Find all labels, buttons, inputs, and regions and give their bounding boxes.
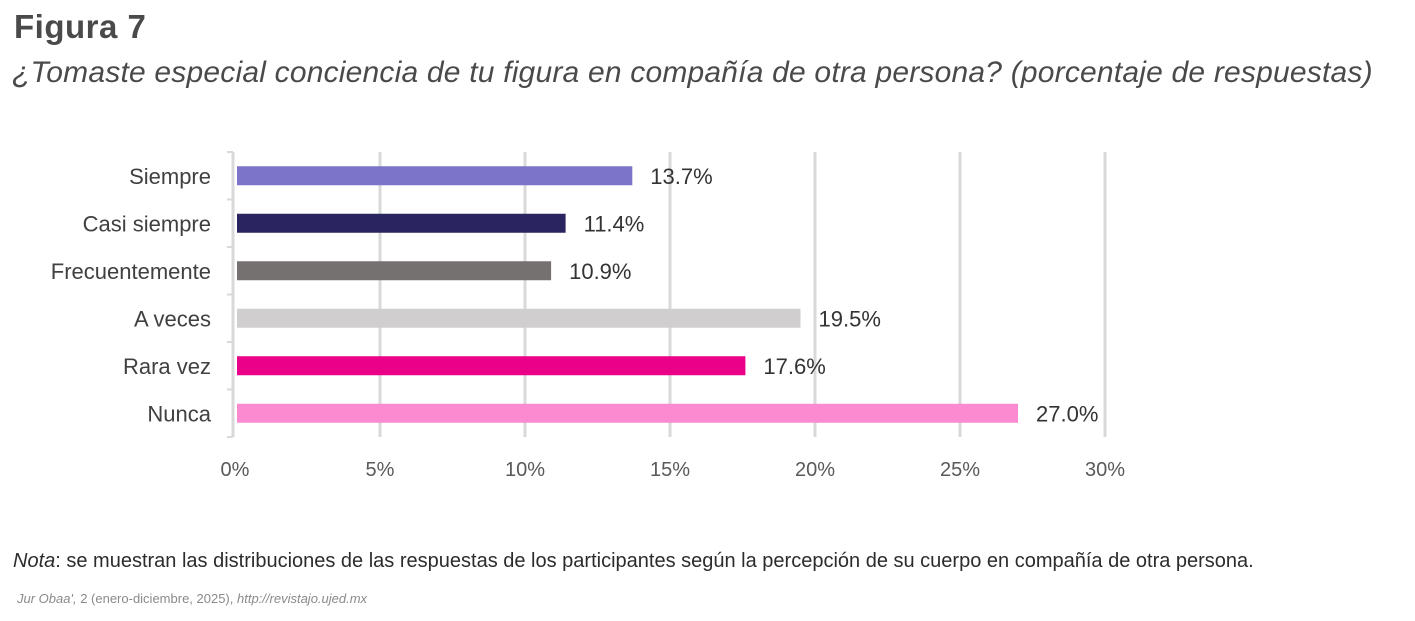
figure-title: ¿Tomaste especial conciencia de tu figur… xyxy=(12,56,1373,89)
x-tick-labels: 0% 5% 10% 15% 20% 25% 30% xyxy=(221,459,1126,481)
category-labels: Siempre Casi siempre Frecuentemente A veces… xyxy=(51,164,212,427)
note-prefix: Nota xyxy=(13,550,56,572)
source-citation: Jur Obaa', 2 (enero-diciembre, 2025), ht… xyxy=(17,591,367,606)
value-label: 17.6% xyxy=(763,354,825,379)
source-journal: Jur Obaa', xyxy=(17,591,77,606)
figure-label: Figura 7 xyxy=(14,8,147,45)
category-label: Casi siempre xyxy=(83,211,211,236)
bars xyxy=(237,166,1018,423)
value-label: 10.9% xyxy=(569,259,631,284)
bar xyxy=(237,356,746,376)
source-url: http://revistajo.ujed.mx xyxy=(237,591,368,606)
bar-chart: Siempre Casi siempre Frecuentemente A veces… xyxy=(51,151,1126,481)
source-issue: 2 (enero-diciembre, 2025), xyxy=(76,591,237,606)
category-label: Rara vez xyxy=(123,354,211,379)
x-tick-label: 10% xyxy=(505,459,545,481)
x-tick-label: 25% xyxy=(940,459,980,481)
category-label: Nunca xyxy=(147,401,211,426)
x-tick-label: 0% xyxy=(221,459,250,481)
x-tick-label: 20% xyxy=(795,459,835,481)
bar xyxy=(237,213,566,233)
value-labels: 13.7%11.4% 10.9% 19.5% 17.6% 27.0% xyxy=(569,164,1098,427)
bar xyxy=(237,403,1018,423)
y-axis xyxy=(227,151,235,438)
gridlines xyxy=(378,152,1107,437)
category-label: A veces xyxy=(134,306,211,331)
value-label: 11.4% xyxy=(584,211,645,236)
category-label: Frecuentemente xyxy=(51,259,211,284)
value-label: 27.0% xyxy=(1036,401,1098,426)
bar xyxy=(237,308,801,328)
figure-note: Nota: se muestran las distribuciones de … xyxy=(13,550,1254,573)
note-text: : se muestran las distribuciones de las … xyxy=(55,550,1254,572)
x-tick-label: 5% xyxy=(366,459,395,481)
x-tick-label: 15% xyxy=(650,459,690,481)
category-label: Siempre xyxy=(129,164,211,189)
value-label: 13.7% xyxy=(650,164,712,189)
bar xyxy=(237,166,633,186)
x-tick-label: 30% xyxy=(1085,459,1125,481)
bar xyxy=(237,261,552,281)
value-label: 19.5% xyxy=(819,306,881,331)
